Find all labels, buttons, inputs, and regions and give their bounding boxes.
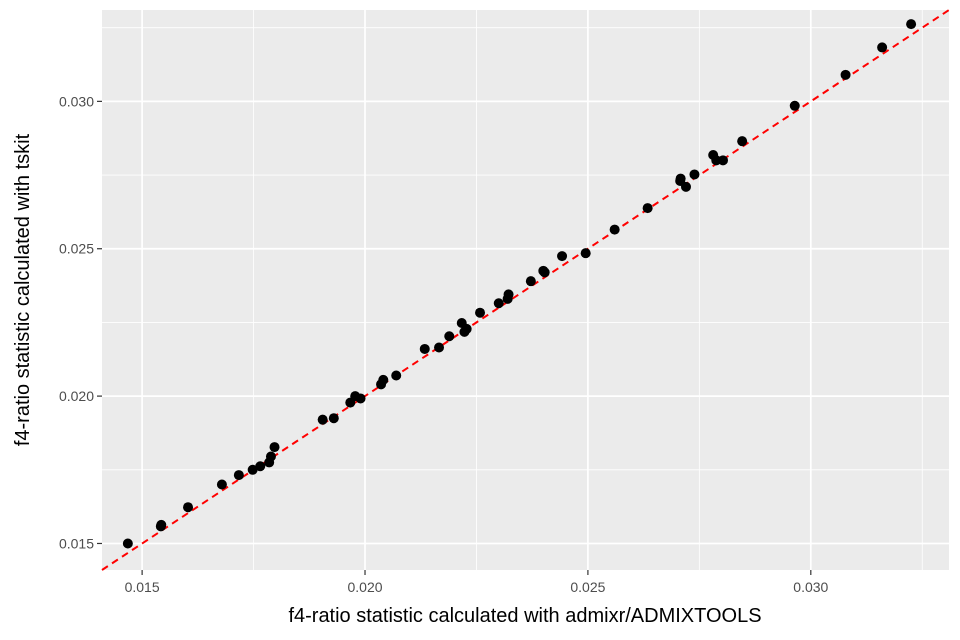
x-tick-label: 0.025 bbox=[570, 579, 605, 595]
data-point bbox=[328, 413, 339, 424]
data-point bbox=[877, 42, 888, 53]
data-point bbox=[680, 181, 691, 192]
data-point bbox=[233, 470, 244, 481]
data-point bbox=[317, 414, 328, 425]
data-point bbox=[461, 323, 472, 334]
x-tick-label: 0.015 bbox=[125, 579, 160, 595]
data-point bbox=[269, 442, 280, 453]
y-tick-label: 0.025 bbox=[59, 241, 94, 257]
data-point bbox=[580, 248, 591, 259]
data-point bbox=[378, 374, 389, 385]
data-point bbox=[717, 155, 728, 166]
data-points bbox=[122, 19, 917, 549]
data-point bbox=[444, 331, 455, 342]
x-tick-label: 0.030 bbox=[793, 579, 828, 595]
y-tick-label: 0.030 bbox=[59, 93, 94, 109]
data-point bbox=[689, 169, 700, 180]
data-point bbox=[247, 464, 258, 475]
y-tick-label: 0.020 bbox=[59, 388, 94, 404]
x-axis-ticks: 0.015 0.020 0.025 0.030 bbox=[125, 570, 829, 595]
data-point bbox=[525, 276, 536, 287]
major-gridlines bbox=[102, 10, 949, 570]
data-point bbox=[265, 451, 276, 462]
y-tick-label: 0.015 bbox=[59, 535, 94, 551]
data-point bbox=[675, 173, 686, 184]
data-point bbox=[840, 69, 851, 80]
data-point bbox=[642, 203, 653, 214]
data-point bbox=[391, 370, 402, 381]
data-point bbox=[539, 267, 550, 278]
data-point bbox=[255, 461, 266, 472]
data-point bbox=[216, 479, 227, 490]
y-axis-title: f4-ratio statistic calculated with tskit bbox=[12, 133, 34, 446]
x-axis-title: f4-ratio statistic calculated with admix… bbox=[288, 605, 761, 627]
x-tick-label: 0.020 bbox=[347, 579, 382, 595]
minor-gridlines bbox=[102, 10, 949, 570]
data-point bbox=[737, 136, 748, 147]
data-point bbox=[906, 19, 917, 30]
data-point bbox=[419, 343, 430, 354]
data-point bbox=[183, 502, 194, 513]
data-point bbox=[355, 393, 366, 404]
data-point bbox=[434, 342, 445, 353]
data-point bbox=[156, 519, 167, 530]
data-point bbox=[789, 100, 800, 111]
data-point bbox=[475, 307, 486, 318]
data-point bbox=[493, 298, 504, 309]
data-point bbox=[503, 289, 514, 300]
data-point bbox=[609, 224, 620, 235]
data-point bbox=[557, 251, 568, 262]
y-axis-ticks: 0.015 0.020 0.025 0.030 bbox=[59, 93, 102, 551]
data-point bbox=[122, 538, 133, 549]
